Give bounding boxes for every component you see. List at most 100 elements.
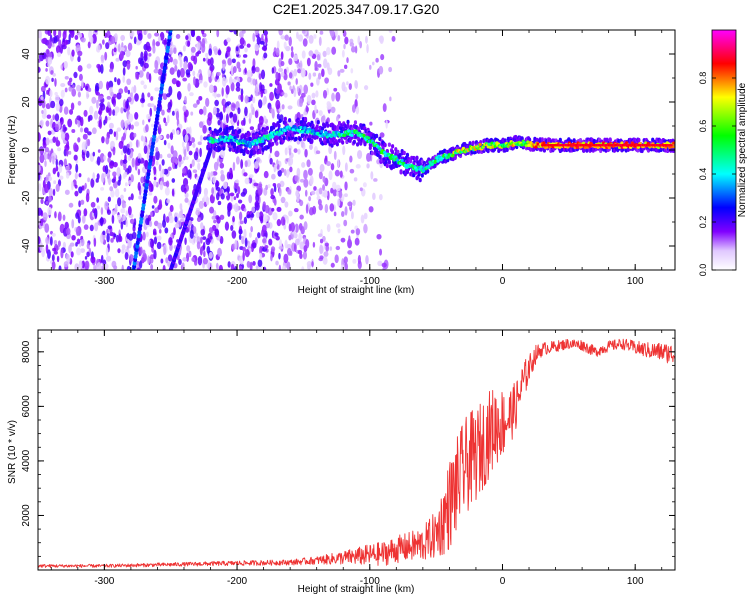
noise-blob — [354, 80, 358, 89]
ridge-halo — [320, 126, 325, 131]
noise-blob — [231, 230, 237, 239]
noise-blob — [169, 67, 175, 75]
noise-blob — [220, 193, 225, 200]
noise-blob — [146, 71, 150, 80]
noise-blob — [150, 239, 155, 249]
noise-blob — [75, 242, 78, 247]
noise-blob — [78, 32, 83, 38]
ridge-halo — [608, 137, 612, 142]
noise-blob — [236, 76, 240, 83]
noise-blob — [62, 214, 66, 221]
noise-blob — [323, 251, 329, 258]
noise-blob — [247, 242, 251, 247]
noise-blob — [133, 36, 137, 45]
noise-blob — [112, 180, 118, 189]
noise-blob — [198, 108, 204, 115]
noise-blob — [271, 67, 275, 74]
noise-blob — [246, 260, 251, 268]
spectrogram-x-tick-label: 100 — [627, 276, 644, 287]
noise-blob — [55, 102, 61, 112]
noise-blob — [214, 48, 219, 56]
noise-blob — [73, 142, 78, 152]
noise-blob — [167, 166, 172, 171]
noise-blob — [134, 112, 139, 120]
noise-blob — [329, 203, 335, 212]
noise-blob — [240, 93, 244, 103]
noise-blob — [272, 212, 278, 221]
noise-blob — [150, 183, 154, 192]
noise-blob — [216, 216, 221, 224]
noise-blob — [131, 157, 135, 168]
noise-blob — [116, 127, 122, 132]
noise-blob — [312, 241, 316, 248]
noise-blob — [153, 236, 158, 245]
noise-blob — [257, 259, 263, 268]
noise-blob — [76, 115, 82, 121]
noise-blob — [263, 52, 268, 59]
noise-blob — [128, 180, 132, 185]
noise-blob — [52, 188, 56, 197]
noise-blob — [200, 222, 204, 230]
noise-blob — [311, 99, 316, 106]
noise-blob — [178, 54, 182, 61]
noise-blob — [64, 75, 69, 80]
noise-blob — [68, 86, 73, 92]
noise-blob — [80, 248, 86, 253]
noise-blob — [159, 180, 164, 191]
spectrogram-y-tick-label: 20 — [21, 96, 32, 108]
noise-blob — [80, 235, 84, 240]
noise-blob — [230, 225, 234, 232]
ridge-halo — [359, 141, 363, 146]
noise-blob — [64, 221, 69, 229]
noise-blob — [270, 108, 274, 114]
noise-blob — [69, 77, 73, 83]
noise-blob — [108, 128, 113, 135]
noise-blob — [267, 184, 271, 189]
noise-blob — [53, 35, 58, 44]
ridge-halo — [219, 127, 223, 132]
ridge-halo — [399, 170, 403, 175]
noise-blob — [184, 187, 187, 194]
noise-blob — [288, 234, 292, 241]
snr-plot-area — [38, 330, 675, 570]
noise-blob — [171, 178, 176, 183]
noise-blob — [151, 205, 155, 209]
noise-blob — [205, 97, 210, 107]
noise-blob — [232, 66, 237, 74]
noise-blob — [288, 210, 293, 217]
noise-blob — [225, 85, 230, 95]
noise-blob — [154, 60, 159, 70]
noise-blob — [289, 85, 292, 91]
noise-blob — [326, 223, 331, 233]
noise-blob — [249, 126, 255, 131]
noise-blob — [167, 142, 171, 149]
noise-blob — [278, 264, 282, 270]
noise-blob — [110, 91, 115, 97]
noise-blob — [288, 223, 292, 232]
noise-blob — [174, 216, 178, 223]
noise-blob — [136, 267, 141, 270]
noise-blob — [244, 177, 250, 185]
ridge-halo — [582, 148, 586, 153]
noise-blob — [44, 160, 47, 167]
ridge-core — [527, 143, 532, 147]
snr-x-tick-label: -200 — [227, 576, 247, 587]
noise-blob — [88, 30, 93, 40]
noise-blob — [269, 91, 274, 102]
noise-blob — [49, 236, 53, 246]
noise-blob — [187, 40, 191, 47]
noise-blob — [137, 158, 141, 164]
noise-blob — [197, 255, 203, 266]
noise-blob — [122, 132, 126, 141]
noise-blob — [137, 181, 141, 191]
noise-blob — [83, 109, 88, 117]
noise-blob — [128, 254, 134, 263]
noise-blob — [202, 124, 207, 134]
ridge-halo — [346, 119, 350, 125]
noise-blob — [299, 241, 305, 250]
noise-blob — [277, 67, 284, 73]
noise-blob — [136, 73, 140, 80]
noise-blob — [301, 266, 305, 270]
noise-blob — [346, 57, 349, 64]
noise-blob — [208, 227, 214, 234]
